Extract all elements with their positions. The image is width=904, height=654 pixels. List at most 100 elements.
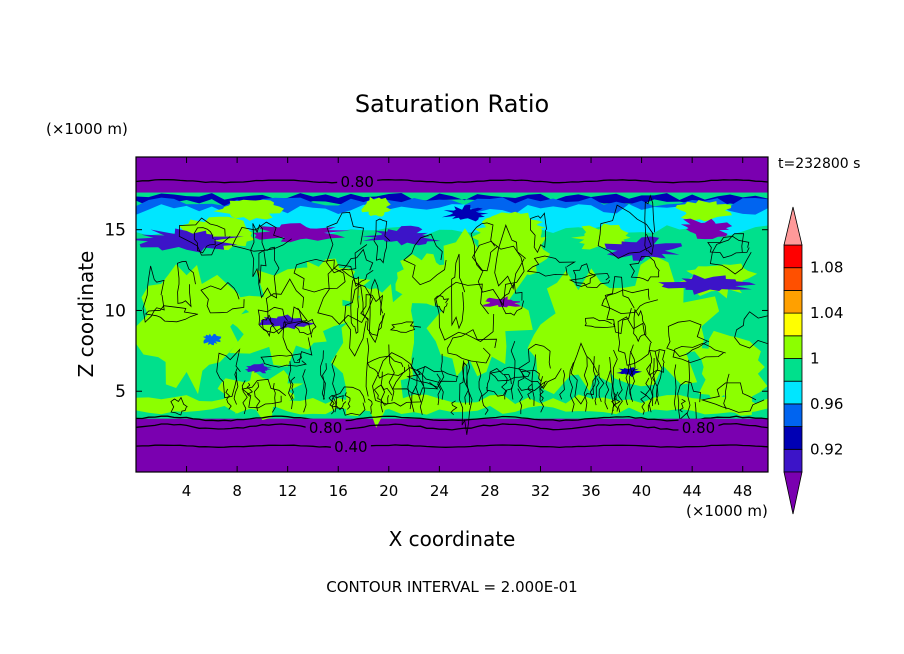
streak-contour-3 <box>271 383 276 413</box>
contour-squiggle-39 <box>326 211 368 274</box>
y-tick-label-2: 15 <box>104 221 126 241</box>
contour-squiggle-49 <box>447 329 497 364</box>
streak-contour-29 <box>450 400 458 416</box>
cloud-mass-8 <box>691 330 768 416</box>
streak-contour-37 <box>629 350 636 402</box>
streak-contour-58 <box>673 364 677 411</box>
contour-squiggle-15 <box>176 260 196 308</box>
streak-contour-19 <box>290 376 296 400</box>
streak-contour-6 <box>225 388 232 410</box>
streak-contour-32 <box>723 373 730 410</box>
contour-squiggle-0 <box>486 368 514 397</box>
x-tick-label-10: 44 <box>683 482 702 500</box>
y-unit-label: (×1000 m) <box>46 120 128 138</box>
chart-title: Saturation Ratio <box>355 90 549 118</box>
contour-squiggle-20 <box>178 217 231 256</box>
lower-dry-layer <box>136 418 768 472</box>
contour-squiggle-28 <box>572 263 596 287</box>
aloft-pocket-1 <box>361 196 392 217</box>
contour-line-040 <box>136 444 768 449</box>
contour-squiggle-29 <box>241 378 287 409</box>
contour-label-2: 0.80 <box>682 419 715 437</box>
contour-squiggle-62 <box>629 255 660 282</box>
contour-squiggle-43 <box>392 367 439 396</box>
contour-label-0: 0.80 <box>340 173 373 191</box>
contour-squiggle-65 <box>341 248 374 287</box>
x-unit-label: (×1000 m) <box>686 502 768 520</box>
contour-squiggle-21 <box>260 353 307 368</box>
y-tick-label-1: 10 <box>104 301 126 321</box>
streak-contour-33 <box>625 364 629 406</box>
contour-squiggle-1 <box>360 294 385 336</box>
contour-squiggle-57 <box>343 284 369 357</box>
streak-contour-8 <box>438 353 445 400</box>
contour-squiggle-58 <box>517 369 547 391</box>
upper-dry-layer <box>136 157 768 193</box>
contour-lines <box>142 194 768 435</box>
contour-squiggle-17 <box>293 258 346 293</box>
contour-squiggle-52 <box>518 343 562 390</box>
streak-contour-1 <box>583 357 589 412</box>
streak-contour-5 <box>419 366 426 415</box>
x-tick-label-9: 40 <box>632 482 651 500</box>
dry-streak-9 <box>616 367 643 378</box>
contour-squiggle-34 <box>700 382 765 413</box>
streak-contour-18 <box>367 398 373 415</box>
contour-squiggle-23 <box>584 317 616 328</box>
cloud-mass-0 <box>136 264 247 395</box>
contour-squiggle-2 <box>489 366 531 382</box>
colorbar-segment-9 <box>783 244 803 269</box>
streak-contour-25 <box>613 391 621 412</box>
x-tick-label-7: 32 <box>531 482 550 500</box>
contour-label-bg-3 <box>330 438 371 455</box>
streak-contour-12 <box>233 368 239 405</box>
dry-streak-10 <box>680 218 733 240</box>
colorbar: 0.92 0.96 1 1.04 1.08 <box>783 206 843 515</box>
colorbar-segment-0 <box>783 448 803 473</box>
aloft-pocket-0 <box>213 199 285 221</box>
dry-streak-7 <box>202 333 222 346</box>
colorbar-under-arrow <box>783 471 803 515</box>
colorbar-label-1: 0.96 <box>810 395 843 413</box>
contour-squiggle-61 <box>332 386 366 416</box>
x-tick-label-4: 20 <box>379 482 398 500</box>
contour-squiggle-38 <box>451 253 466 330</box>
x-tick-label-0: 4 <box>182 482 192 500</box>
contour-squiggle-59 <box>707 235 750 259</box>
colorbar-segment-1 <box>783 426 803 450</box>
contour-line-upper <box>136 178 768 184</box>
colorbar-label-4: 1.08 <box>810 259 843 277</box>
streak-contour-7 <box>527 383 533 400</box>
contour-squiggle-30 <box>597 204 654 259</box>
colorbar-segment-2 <box>783 403 803 427</box>
dry-streak-1 <box>253 223 351 243</box>
contour-squiggle-5 <box>142 265 165 323</box>
x-axis-label: X coordinate <box>389 527 516 551</box>
contour-squiggle-32 <box>644 194 656 256</box>
streak-contour-48 <box>407 364 412 410</box>
streak-contour-0 <box>344 392 351 410</box>
streak-contour-21 <box>609 356 615 415</box>
streak-contour-4 <box>476 361 483 402</box>
streak-contour-52 <box>539 382 546 402</box>
streak-contour-17 <box>436 373 442 406</box>
streak-contour-30 <box>510 340 516 400</box>
contour-squiggle-10 <box>294 318 317 336</box>
contour-interval-footer: CONTOUR INTERVAL = 2.000E-01 <box>326 578 577 596</box>
dry-streak-11 <box>441 204 489 222</box>
x-tick-label-1: 8 <box>232 482 242 500</box>
contour-squiggle-50 <box>231 221 292 252</box>
contour-squiggle-16 <box>258 246 280 299</box>
contour-squiggle-53 <box>470 222 498 272</box>
contour-squiggle-42 <box>265 278 308 335</box>
colorbar-segment-5 <box>783 335 803 359</box>
colorbar-segment-7 <box>783 289 803 314</box>
y-tick-label-0: 5 <box>115 382 126 402</box>
contour-squiggle-27 <box>499 282 524 316</box>
x-tick-label-6: 28 <box>480 482 499 500</box>
streak-contour-50 <box>241 380 248 415</box>
contour-squiggle-45 <box>350 276 360 335</box>
contour-squiggle-26 <box>216 348 241 399</box>
streak-contour-24 <box>628 344 635 400</box>
